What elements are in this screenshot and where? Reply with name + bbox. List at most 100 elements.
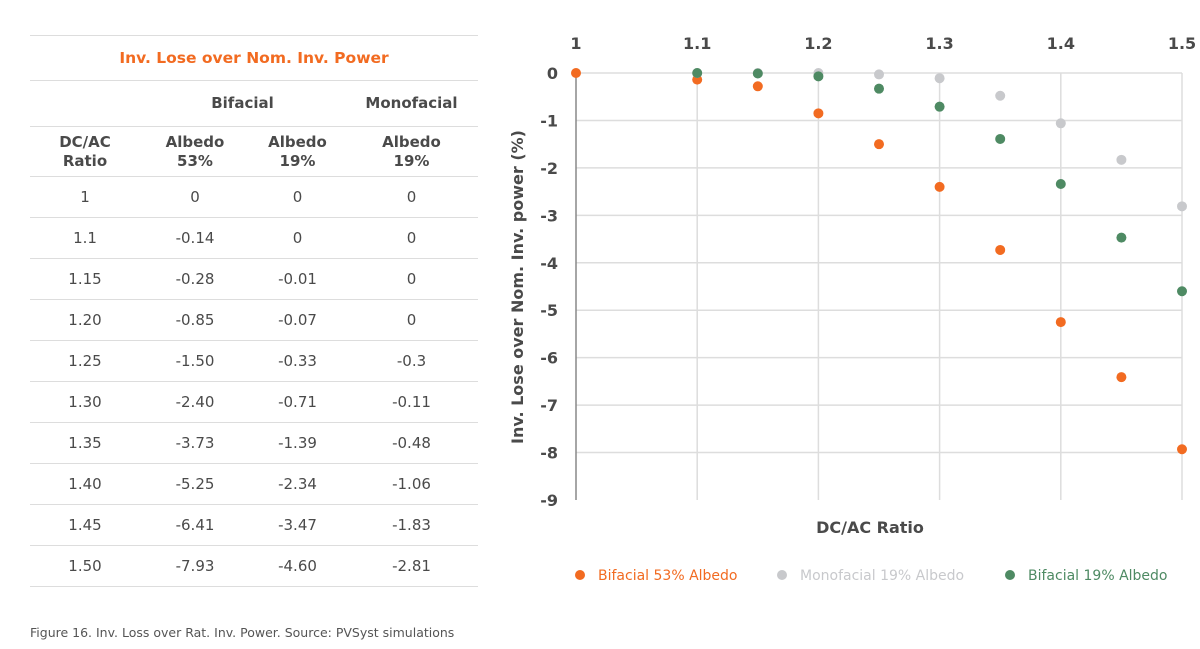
table-cell: 0 — [406, 270, 417, 288]
table-cell: 0 — [406, 229, 417, 247]
x-tick-label: 1.3 — [925, 34, 953, 53]
x-tick-label: 1.1 — [683, 34, 711, 53]
column-header-line: 53% — [177, 151, 213, 170]
x-tick-label: 1.5 — [1168, 34, 1196, 53]
y-tick-label: -3 — [540, 206, 558, 225]
table-cell: -0.33 — [278, 352, 317, 370]
table-cell: -6.41 — [175, 516, 215, 534]
data-point — [995, 133, 1006, 144]
data-table: Inv. Lose over Nom. Inv. Power Bifacial … — [30, 35, 478, 587]
data-point — [813, 108, 824, 119]
table-cell: -1.06 — [392, 475, 431, 493]
table-cell: -3.73 — [175, 434, 215, 452]
table-cell: 0 — [292, 229, 303, 247]
legend-marker — [1005, 570, 1015, 580]
table-cell: -0.3 — [396, 352, 427, 370]
y-tick-label: -6 — [540, 349, 558, 368]
y-tick-label: -2 — [540, 159, 558, 178]
table-cell: 1.40 — [68, 475, 102, 493]
table-cell: 0 — [190, 188, 200, 206]
data-point — [813, 71, 824, 82]
table-row: 1.25 -1.50 -0.33 -0.3 — [30, 340, 478, 381]
data-point — [1177, 286, 1187, 297]
column-header-line: Albedo — [268, 132, 327, 151]
data-point — [752, 81, 763, 92]
data-point — [934, 73, 945, 84]
column-header: Albedo 19% — [345, 133, 478, 171]
table-cell: 1.30 — [68, 393, 102, 411]
data-point — [1116, 372, 1127, 383]
table-cell: 1.35 — [68, 434, 102, 452]
table-row: 1.50 -7.93 -4.60 -2.81 — [30, 545, 478, 587]
x-tick-label: 1.4 — [1047, 34, 1075, 53]
table-cell: -0.71 — [278, 393, 317, 411]
table-cell: 1.20 — [68, 311, 102, 329]
table-row: 1.30 -2.40 -0.71 -0.11 — [30, 381, 478, 422]
table-cell: -0.48 — [392, 434, 431, 452]
y-tick-label: 0 — [547, 64, 558, 83]
table-title: Inv. Lose over Nom. Inv. Power — [119, 49, 389, 67]
data-point — [874, 139, 884, 150]
table-cell: -1.39 — [278, 434, 317, 452]
table-cell: -0.07 — [278, 311, 317, 329]
table-cell: 1.1 — [73, 229, 97, 247]
legend-marker — [575, 570, 585, 580]
table-cell: -2.40 — [175, 393, 215, 411]
column-header-line: DC/AC — [59, 132, 111, 151]
data-point — [571, 68, 581, 78]
y-tick-label: -9 — [540, 491, 558, 510]
table-cell: -3.47 — [278, 516, 317, 534]
y-tick-label: -5 — [540, 301, 558, 320]
x-tick-label: 1 — [570, 34, 581, 53]
column-header: DC/AC Ratio — [30, 133, 140, 171]
table-row: 1.20 -0.85 -0.07 0 — [30, 299, 478, 340]
table-cell: -1.83 — [392, 516, 431, 534]
table-cell: -2.81 — [392, 557, 431, 575]
table-cell: 0 — [406, 311, 417, 329]
y-tick-label: -7 — [540, 396, 558, 415]
y-axis-title: Inv. Lose over Nom. Inv. power (%) — [508, 130, 527, 444]
data-point — [1055, 118, 1066, 129]
data-point — [934, 101, 945, 112]
column-header-line: 19% — [393, 151, 430, 170]
table-cell: 1.45 — [68, 516, 102, 534]
y-tick-label: -4 — [540, 254, 558, 273]
column-header: Albedo 19% — [250, 133, 345, 171]
table-cell: -5.25 — [175, 475, 215, 493]
data-point — [995, 244, 1006, 255]
table-cell: -0.28 — [175, 270, 215, 288]
data-point — [874, 83, 884, 94]
data-point — [752, 68, 763, 79]
data-point — [995, 90, 1006, 101]
group-header-monofacial: Monofacial — [365, 94, 458, 112]
table-cell: 1.50 — [68, 557, 102, 575]
x-axis-title: DC/AC Ratio — [816, 518, 924, 537]
table-row: 1.1 -0.14 0 0 — [30, 217, 478, 258]
column-header: Albedo 53% — [140, 133, 250, 171]
table-cell: -0.85 — [175, 311, 215, 329]
table-cell: -0.01 — [278, 270, 317, 288]
table-cell: -2.34 — [278, 475, 317, 493]
data-point — [1055, 317, 1066, 328]
table-cell: 1.25 — [68, 352, 102, 370]
data-point — [1177, 201, 1187, 212]
column-header-line: Albedo — [165, 132, 225, 151]
group-header-bifacial: Bifacial — [211, 94, 274, 112]
y-tick-label: -8 — [540, 444, 558, 463]
data-point — [934, 181, 945, 192]
table-row: 1.40 -5.25 -2.34 -1.06 — [30, 463, 478, 504]
data-point — [1177, 444, 1187, 455]
data-point — [692, 68, 703, 78]
data-point — [1116, 154, 1127, 165]
legend-marker — [777, 570, 787, 580]
x-tick-label: 1.2 — [804, 34, 832, 53]
legend-label: Bifacial 19% Albedo — [1028, 568, 1168, 584]
figure-caption: Figure 16. Inv. Loss over Rat. Inv. Powe… — [30, 625, 455, 640]
y-tick-label: -1 — [540, 111, 558, 130]
table-cell: 0 — [406, 188, 417, 206]
column-header-line: Albedo — [382, 132, 441, 151]
column-header-line: 19% — [279, 151, 316, 170]
table-cell: 1 — [80, 188, 90, 206]
table-cell: -0.11 — [392, 393, 431, 411]
